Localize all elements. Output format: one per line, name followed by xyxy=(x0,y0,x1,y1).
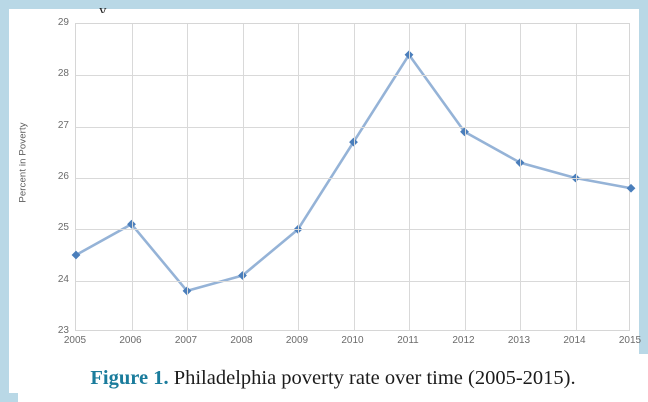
y-tick-label: 24 xyxy=(57,273,69,285)
x-tick-label: 2008 xyxy=(230,335,253,346)
x-tick-label: 2015 xyxy=(618,335,642,346)
figure-caption-label: Figure 1. xyxy=(90,366,169,389)
figure-caption: Figure 1. Philadelphia poverty rate over… xyxy=(18,354,648,402)
y-tick-label: 23 xyxy=(57,325,69,336)
gridline-vertical xyxy=(131,24,133,330)
figure-caption-text: Figure 1. Philadelphia poverty rate over… xyxy=(90,367,575,390)
x-tick-label: 2007 xyxy=(174,335,198,346)
y-tick-label: 25 xyxy=(57,222,69,234)
gridline-horizontal xyxy=(76,178,629,179)
x-tick-label: 2009 xyxy=(285,335,309,346)
y-tick-label: 26 xyxy=(57,171,69,182)
gridline-vertical xyxy=(298,24,299,330)
x-axis-tick-labels: 2005 2006 2007 2008 2009 2010 2011 2012 2013 2014… xyxy=(64,335,641,351)
gridline-vertical xyxy=(187,24,188,330)
gridline-horizontal xyxy=(76,229,629,231)
x-tick-label: 2006 xyxy=(119,335,142,346)
gridline-vertical xyxy=(242,24,244,330)
gridline-vertical xyxy=(464,24,466,330)
gridline-vertical xyxy=(409,24,410,330)
y-axis-tick-labels: 23 24 25 26 27 28 29 xyxy=(35,18,69,336)
plot-area xyxy=(71,23,636,331)
y-axis-title: Percent in Poverty xyxy=(17,122,29,203)
y-tick-label: 28 xyxy=(57,68,69,80)
x-tick-label: 2010 xyxy=(341,335,364,346)
y-tick-label: 27 xyxy=(57,119,69,131)
figure-caption-body: Philadelphia poverty rate over time (200… xyxy=(168,366,576,389)
gridline-vertical xyxy=(520,24,521,330)
data-point-marker[interactable] xyxy=(626,183,636,193)
gridline-horizontal xyxy=(76,126,629,128)
data-point-marker[interactable] xyxy=(127,219,136,229)
y-tick-label: 29 xyxy=(57,17,69,28)
gridline-horizontal xyxy=(76,75,629,77)
clipped-title-fragment: y xyxy=(99,6,139,13)
x-tick-label: 2011 xyxy=(397,335,419,346)
gridline-vertical xyxy=(575,24,577,330)
data-point-marker[interactable] xyxy=(71,250,81,260)
x-tick-label: 2014 xyxy=(563,335,586,346)
x-tick-label: 2005 xyxy=(63,335,87,346)
gridline-horizontal xyxy=(76,280,629,282)
gridline-vertical xyxy=(353,24,355,330)
x-tick-label: 2013 xyxy=(507,335,531,346)
x-tick-label: 2012 xyxy=(452,335,475,346)
line-chart: y Percent in Poverty 23 24 25 26 27 28 29 2005… xyxy=(9,6,641,347)
